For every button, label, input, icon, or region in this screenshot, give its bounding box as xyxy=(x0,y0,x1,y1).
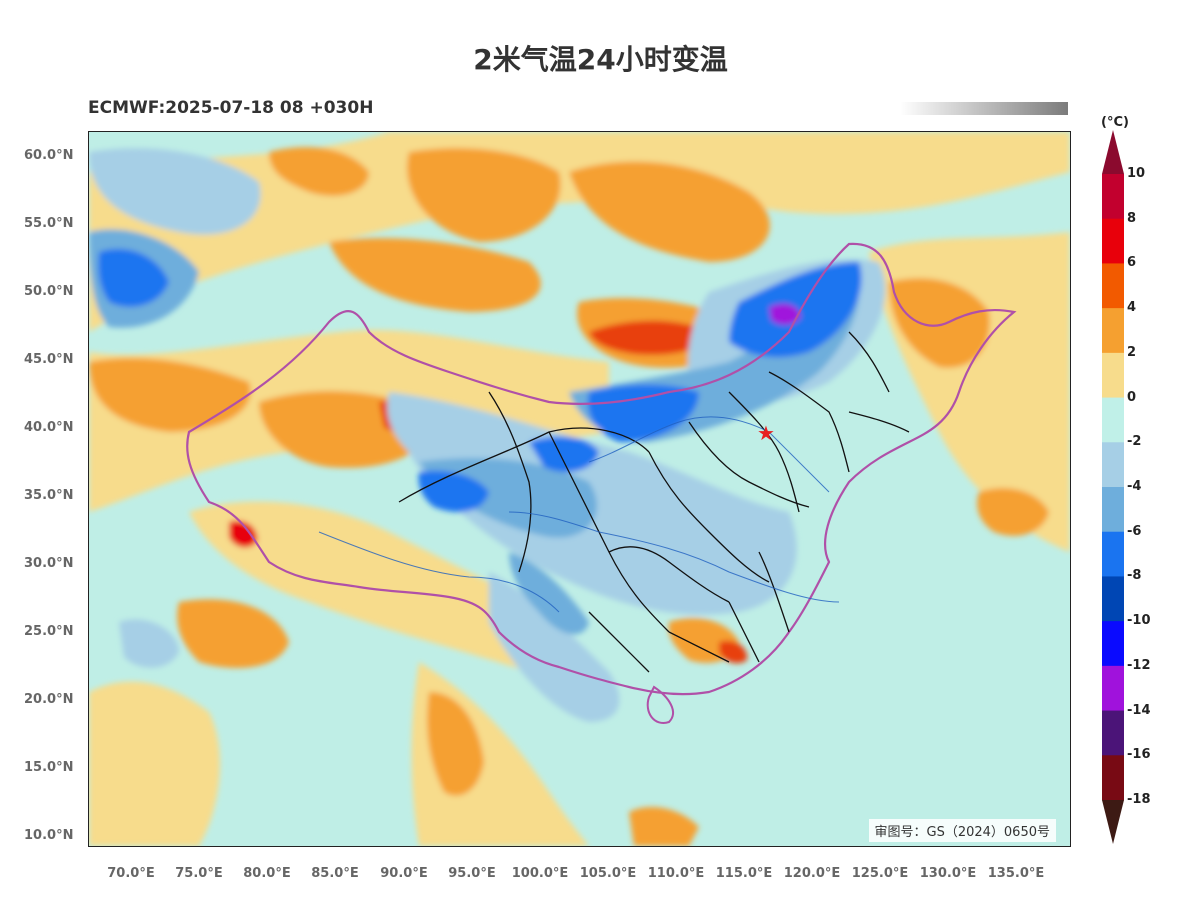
lon-tick-label: 105.0°E xyxy=(579,866,637,881)
colorbar-tick-label: -6 xyxy=(1127,523,1142,539)
colorbar-segment xyxy=(1102,531,1124,577)
lon-tick-label: 90.0°E xyxy=(380,866,428,881)
lon-tick-label: 100.0°E xyxy=(511,866,569,881)
lon-tick-label: 120.0°E xyxy=(783,866,841,881)
colorbar-segment xyxy=(1102,710,1124,756)
colorbar-segment xyxy=(1102,308,1124,354)
colorbar-segment xyxy=(1102,665,1124,712)
province-borders xyxy=(398,331,910,673)
lat-tick-label: 55.0°N xyxy=(24,216,74,231)
lat-tick-label: 60.0°N xyxy=(24,148,74,163)
lon-tick-label: 115.0°E xyxy=(715,866,773,881)
temperature-field xyxy=(89,132,1070,846)
colorbar-tick-label: -16 xyxy=(1127,747,1151,763)
lon-tick-label: 130.0°E xyxy=(919,866,977,881)
colorbar-tick-label: -10 xyxy=(1127,613,1151,629)
lon-tick-label: 80.0°E xyxy=(243,866,291,881)
lat-tick-label: 10.0°N xyxy=(24,828,74,843)
colorbar-tick-label: 8 xyxy=(1127,210,1137,226)
lat-tick-label: 50.0°N xyxy=(24,284,74,299)
lon-tick-label: 75.0°E xyxy=(175,866,223,881)
colorbar-tick-label: -2 xyxy=(1127,434,1142,450)
lon-tick-label: 125.0°E xyxy=(851,866,909,881)
approval-number: 审图号：GS（2024）0650号 xyxy=(868,819,1056,842)
colorbar-segment xyxy=(1102,263,1124,309)
colorbar-segment xyxy=(1102,755,1124,801)
colorbar-segment xyxy=(1102,621,1124,667)
map-area[interactable]: ★ 审图号：GS（2024）0650号 xyxy=(88,131,1071,847)
lon-tick-label: 110.0°E xyxy=(647,866,705,881)
lat-tick-label: 15.0°N xyxy=(24,760,74,775)
colorbar-unit: (°C) xyxy=(1101,115,1129,130)
colorbar-tick-label: 6 xyxy=(1127,255,1137,271)
national-border xyxy=(186,242,1017,696)
colorbar-tick-label: -12 xyxy=(1127,657,1151,673)
colorbar-tick-label: -4 xyxy=(1127,479,1142,494)
lon-tick-label: 95.0°E xyxy=(448,866,496,881)
lat-tick-label: 40.0°N xyxy=(24,420,74,435)
lon-tick-label: 70.0°E xyxy=(107,866,155,881)
lat-tick-label: 25.0°N xyxy=(24,624,74,639)
rivers xyxy=(318,416,840,613)
colorbar-tick-label: 4 xyxy=(1127,300,1137,316)
colorbar xyxy=(1102,130,1124,844)
lat-tick-label: 30.0°N xyxy=(24,556,74,571)
logo-fade-bar xyxy=(900,102,1068,115)
map-title: 2米气温24小时变温 xyxy=(473,43,728,76)
lat-tick-label: 45.0°N xyxy=(24,352,74,367)
colorbar-tick-label: -14 xyxy=(1127,702,1151,718)
colorbar-tick-label: 2 xyxy=(1127,344,1137,360)
model-run-label: ECMWF:2025-07-18 08 +030H xyxy=(88,98,374,118)
colorbar-tick-label: -8 xyxy=(1127,568,1142,584)
colorbar-tick-label: -18 xyxy=(1127,792,1151,807)
temperature-change-map: ★ xyxy=(89,132,1070,846)
colorbar-tick-label: 10 xyxy=(1127,166,1146,181)
colorbar-arrow-top xyxy=(1102,130,1124,174)
lat-tick-label: 20.0°N xyxy=(24,692,74,707)
colorbar-segment xyxy=(1102,442,1124,488)
colorbar-segment xyxy=(1102,218,1124,264)
colorbar-segment xyxy=(1102,174,1124,220)
colorbar-segment xyxy=(1102,576,1124,622)
colorbar-segment xyxy=(1102,397,1124,443)
beijing-marker[interactable]: ★ xyxy=(757,421,775,445)
lon-tick-label: 135.0°E xyxy=(987,866,1045,881)
colorbar-segment xyxy=(1102,487,1124,533)
lat-tick-label: 35.0°N xyxy=(24,488,74,503)
colorbar-tick-label: 0 xyxy=(1127,389,1137,405)
colorbar-arrow-bottom xyxy=(1102,800,1124,844)
colorbar-segment xyxy=(1102,352,1124,399)
lon-tick-label: 85.0°E xyxy=(311,866,359,881)
